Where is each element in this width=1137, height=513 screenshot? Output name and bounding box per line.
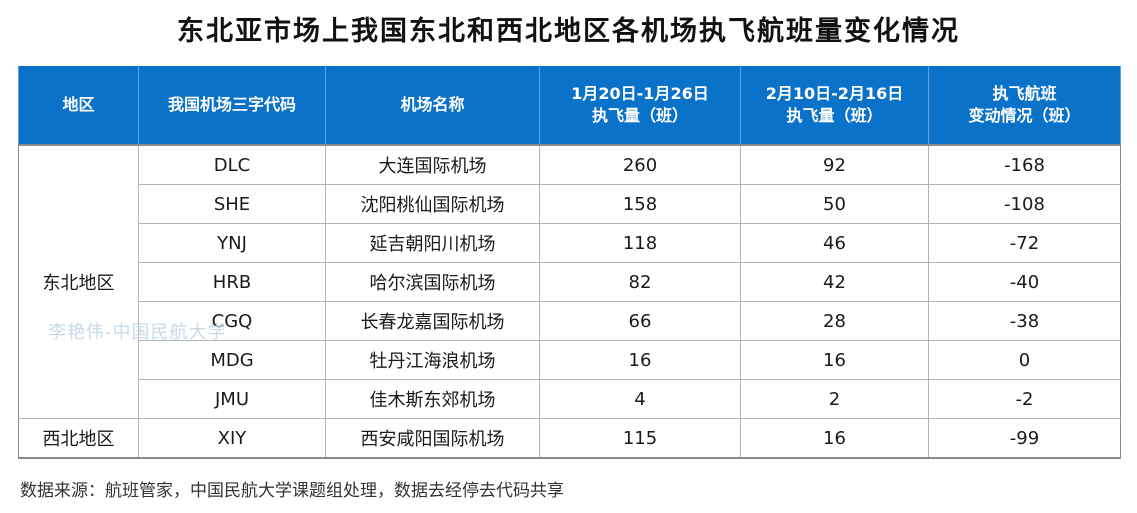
airport-name: 哈尔滨国际机场 bbox=[325, 262, 540, 302]
page-title: 东北亚市场上我国东北和西北地区各机场执飞航班量变化情况 bbox=[177, 16, 960, 47]
region-northwest: 西北地区 bbox=[18, 418, 139, 459]
airport-code: JMU bbox=[138, 379, 326, 419]
flight-change: -108 bbox=[928, 184, 1121, 224]
period1-flights: 16 bbox=[539, 340, 741, 380]
airport-name: 西安咸阳国际机场 bbox=[325, 418, 540, 459]
airport-code: HRB bbox=[138, 262, 326, 302]
period2-flights: 2 bbox=[740, 379, 929, 419]
period2-flights: 42 bbox=[740, 262, 929, 302]
flight-change: -40 bbox=[928, 262, 1121, 302]
table-row: MDG 牡丹江海浪机场 16 16 0 bbox=[19, 340, 1121, 380]
header-period1: 1月20日-1月26日 执飞量（班） bbox=[539, 66, 741, 145]
airport-code: SHE bbox=[138, 184, 326, 224]
airport-code: MDG bbox=[138, 340, 326, 380]
flight-change: -2 bbox=[928, 379, 1121, 419]
table-header-row: 地区 我国机场三字代码 机场名称 1月20日-1月26日 执飞量（班） 2月10… bbox=[18, 66, 1121, 145]
period2-flights: 92 bbox=[740, 144, 929, 185]
data-source-note: 数据来源：航班管家，中国民航大学课题组处理，数据去经停去代码共享 bbox=[20, 481, 564, 501]
table-row: YNJ 延吉朝阳川机场 118 46 -72 bbox=[19, 223, 1121, 263]
period1-flights: 4 bbox=[539, 379, 741, 419]
period1-flights: 115 bbox=[539, 418, 741, 459]
region-northeast: 东北地区 bbox=[18, 144, 139, 419]
table-row: CGQ 长春龙嘉国际机场 66 28 -38 bbox=[19, 301, 1121, 341]
header-airport-code: 我国机场三字代码 bbox=[138, 66, 326, 145]
header-region: 地区 bbox=[18, 66, 139, 145]
airport-code: YNJ bbox=[138, 223, 326, 263]
header-period2-line2: 执飞量（班） bbox=[786, 106, 883, 125]
period2-flights: 16 bbox=[740, 418, 929, 459]
table-row: HRB 哈尔滨国际机场 82 42 -40 bbox=[19, 262, 1121, 302]
airport-code: XIY bbox=[138, 418, 326, 459]
period2-flights: 28 bbox=[740, 301, 929, 341]
header-period2: 2月10日-2月16日 执飞量（班） bbox=[740, 66, 929, 145]
header-change-line1: 执飞航班 bbox=[992, 84, 1057, 103]
airport-name: 沈阳桃仙国际机场 bbox=[325, 184, 540, 224]
table-row: 西北地区 XIY 西安咸阳国际机场 115 16 -99 bbox=[18, 418, 1121, 459]
airport-code: CGQ bbox=[138, 301, 326, 341]
flight-volume-table: 地区 我国机场三字代码 机场名称 1月20日-1月26日 执飞量（班） 2月10… bbox=[18, 66, 1121, 459]
period1-flights: 118 bbox=[539, 223, 741, 263]
period1-flights: 260 bbox=[539, 144, 741, 185]
flight-change: 0 bbox=[928, 340, 1121, 380]
header-change-line2: 变动情况（班） bbox=[968, 106, 1081, 125]
airport-code: DLC bbox=[138, 144, 326, 185]
table-row: 东北地区 DLC 大连国际机场 260 92 -168 bbox=[18, 144, 1121, 419]
table-row: SHE 沈阳桃仙国际机场 158 50 -108 bbox=[19, 184, 1121, 224]
header-period1-line1: 1月20日-1月26日 bbox=[571, 84, 709, 103]
flight-change: -168 bbox=[928, 144, 1121, 185]
airport-name: 大连国际机场 bbox=[325, 144, 540, 185]
header-airport-name: 机场名称 bbox=[325, 66, 540, 145]
header-change: 执飞航班 变动情况（班） bbox=[928, 66, 1121, 145]
period1-flights: 66 bbox=[539, 301, 741, 341]
airport-name: 牡丹江海浪机场 bbox=[325, 340, 540, 380]
period2-flights: 46 bbox=[740, 223, 929, 263]
table-row: JMU 佳木斯东郊机场 4 2 -2 bbox=[19, 379, 1121, 419]
period2-flights: 16 bbox=[740, 340, 929, 380]
flight-change: -38 bbox=[928, 301, 1121, 341]
header-period1-line2: 执飞量（班） bbox=[591, 106, 688, 125]
header-period2-line1: 2月10日-2月16日 bbox=[765, 84, 904, 103]
airport-name: 长春龙嘉国际机场 bbox=[325, 301, 540, 341]
period2-flights: 50 bbox=[740, 184, 929, 224]
period1-flights: 82 bbox=[539, 262, 741, 302]
airport-name: 延吉朝阳川机场 bbox=[325, 223, 540, 263]
flight-change: -99 bbox=[928, 418, 1121, 459]
airport-name: 佳木斯东郊机场 bbox=[325, 379, 540, 419]
flight-change: -72 bbox=[928, 223, 1121, 263]
period1-flights: 158 bbox=[539, 184, 741, 224]
